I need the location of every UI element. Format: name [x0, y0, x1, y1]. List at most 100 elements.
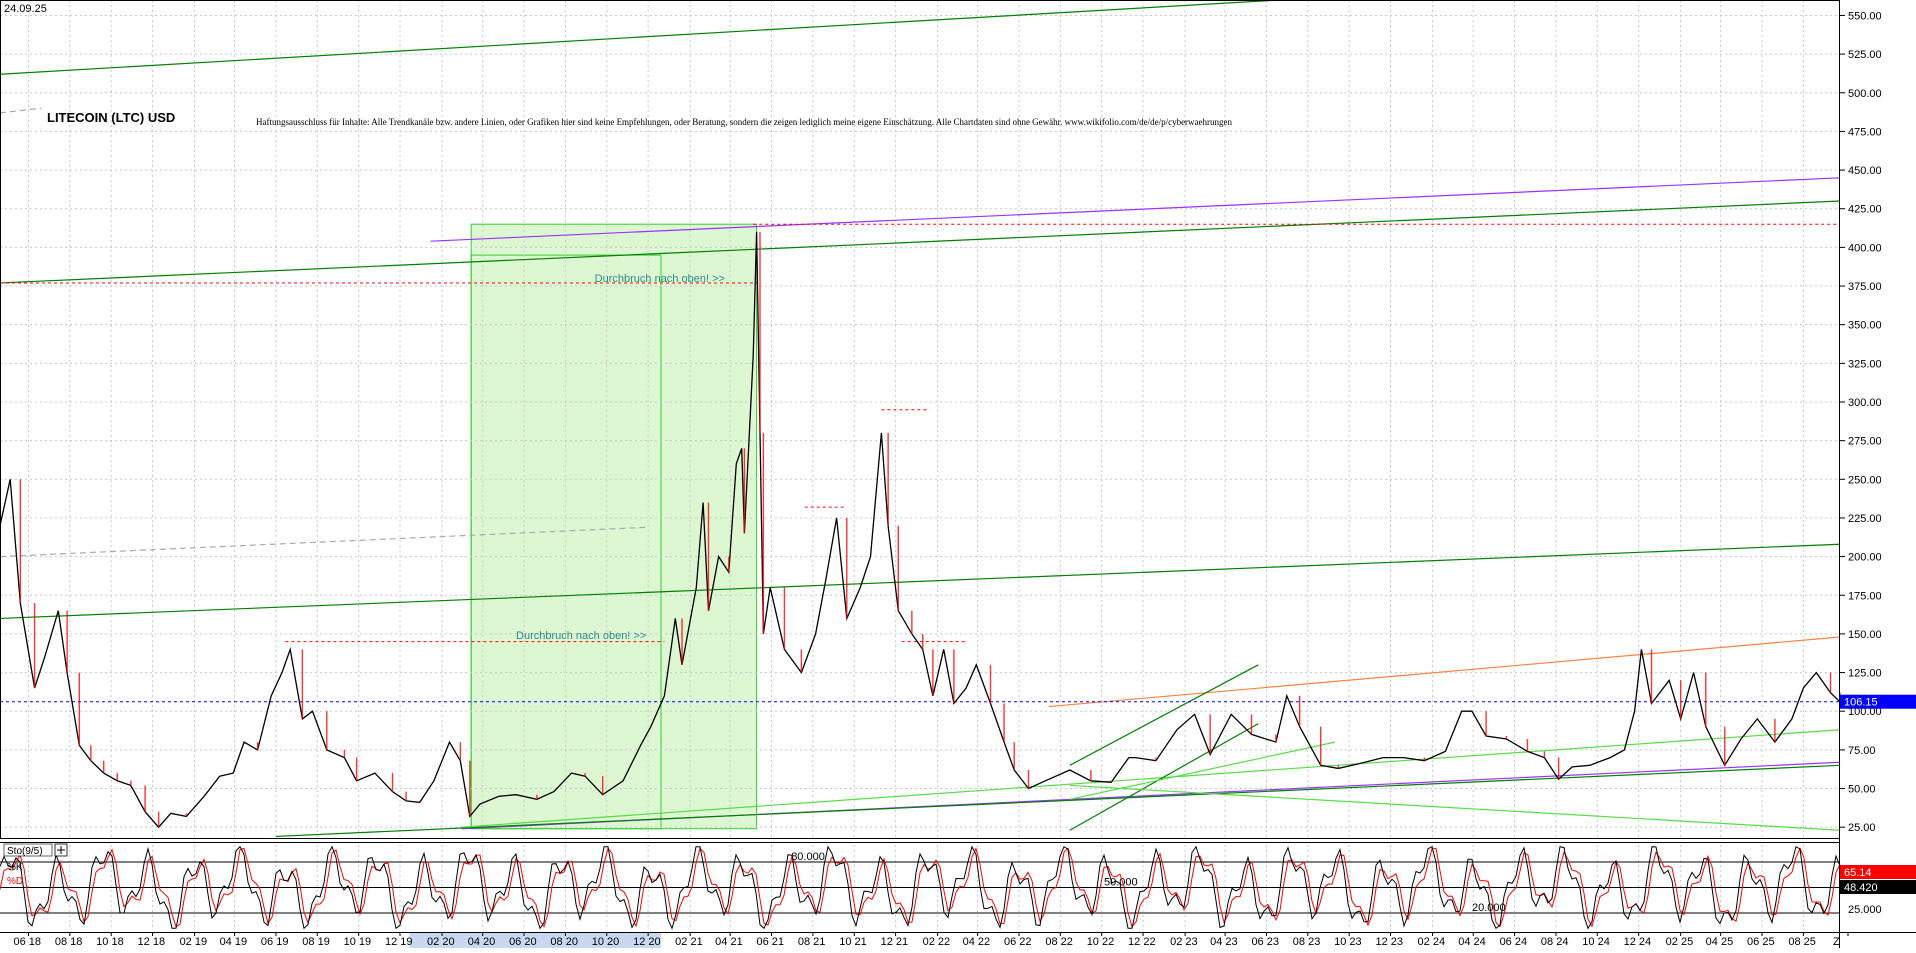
y-tick-label-11: 275.00 — [1848, 436, 1882, 448]
y-tick-label-2: 500.00 — [1848, 88, 1882, 100]
y-tick-label-9: 325.00 — [1848, 358, 1882, 370]
x-tick-label-1: 08 18 — [55, 936, 83, 948]
trendline-8 — [1069, 664, 1259, 766]
x-tick-label-7: 08 19 — [302, 936, 330, 948]
stoch-d-badge — [1840, 880, 1916, 894]
x-tick-label-44: Z — [1833, 936, 1840, 948]
x-tick-label-36: 06 24 — [1500, 936, 1528, 948]
x-tick-label-43: 08 25 — [1788, 936, 1816, 948]
x-tick-label-39: 12 24 — [1624, 936, 1652, 948]
annotation-breakout-2021: Durchbruch nach oben! >> — [595, 273, 725, 285]
x-tick-label-26: 10 22 — [1087, 936, 1115, 948]
x-tick-label-15: 12 20 — [633, 936, 661, 948]
highlight-box-1 — [470, 254, 662, 830]
x-tick-label-30: 06 23 — [1251, 936, 1279, 948]
x-tick-label-2: 10 18 — [96, 936, 124, 948]
stochastic-layer: 80.000 50.000 20.000 — [0, 845, 1841, 930]
trendline-5 — [275, 764, 1841, 838]
resistance-layer — [0, 223, 1840, 703]
x-tick-label-40: 02 25 — [1666, 936, 1694, 948]
x-tick-label-20: 10 21 — [839, 936, 867, 948]
y-tick-label-20: 50.00 — [1848, 784, 1876, 796]
y-tick-label-17: 125.00 — [1848, 668, 1882, 680]
disclaimer-text: Haftungsausschluss für Inhalte: Alle Tre… — [256, 117, 1233, 127]
x-tick-label-10: 02 20 — [427, 936, 455, 948]
x-tick-label-31: 08 23 — [1293, 936, 1321, 948]
trendline-0 — [0, 0, 1280, 75]
x-tick-label-19: 08 21 — [798, 936, 826, 948]
trendline-6 — [461, 729, 1841, 828]
stoch-k-line — [0, 845, 1841, 930]
trendline-2 — [0, 543, 1841, 620]
x-tick-label-9: 12 19 — [385, 936, 413, 948]
x-tick-label-6: 06 19 — [261, 936, 289, 948]
stoch-level-label-1: 50.000 — [1104, 877, 1138, 889]
stoch-level-label-2: 20.000 — [1472, 902, 1506, 914]
axis-layer: 550.00 525.00 500.00 475.00 450.00 425.00 400.… — [13, 10, 1882, 948]
y-tick-label-18: 100.00 — [1848, 706, 1882, 718]
x-tick-label-29: 04 23 — [1210, 936, 1238, 948]
trendline-3 — [430, 177, 1841, 242]
x-tick-label-38: 10 24 — [1582, 936, 1610, 948]
trendline-11 — [1069, 784, 1841, 831]
annotation-breakout-2020: Durchbruch nach oben! >> — [516, 630, 646, 642]
trendline-9 — [1069, 723, 1259, 831]
stoch-d-label: %D — [7, 876, 23, 887]
highlight-layer — [470, 223, 758, 830]
x-tick-label-16: 02 21 — [675, 936, 703, 948]
x-tick-label-34: 02 24 — [1418, 936, 1446, 948]
current-price-badge — [1840, 694, 1916, 709]
indicator-name: Sto(9/5) — [7, 846, 43, 857]
y-tick-label-21: 25.00 — [1848, 822, 1876, 834]
stoch-d-value: 48.420 — [1844, 882, 1878, 894]
x-tick-label-21: 12 21 — [881, 936, 909, 948]
y-tick-label-7: 375.00 — [1848, 281, 1882, 293]
x-tick-label-37: 08 24 — [1541, 936, 1569, 948]
trendline-13 — [0, 107, 42, 114]
x-tick-label-14: 10 20 — [592, 936, 620, 948]
date-label: 24.09.25 — [4, 3, 47, 15]
y-tick-label-4: 450.00 — [1848, 165, 1882, 177]
price-line — [0, 231, 1841, 829]
y-tick-label-15: 175.00 — [1848, 590, 1882, 602]
x-tick-label-11: 04 20 — [468, 936, 496, 948]
x-tick-label-23: 04 22 — [963, 936, 991, 948]
x-tick-label-13: 08 20 — [550, 936, 578, 948]
x-tick-label-42: 06 25 — [1747, 936, 1775, 948]
x-tick-label-41: 04 25 — [1706, 936, 1734, 948]
y-tick-label-10: 300.00 — [1848, 397, 1882, 409]
highlight-box-0 — [470, 223, 758, 830]
indicator-name-box[interactable] — [3, 843, 53, 857]
stoch-d-line — [0, 847, 1841, 928]
current-price-value: 106.15 — [1844, 697, 1878, 709]
trendline-1 — [0, 200, 1841, 284]
chart-title: LITECOIN (LTC) USD — [47, 110, 175, 125]
y-tick-label-3: 475.00 — [1848, 126, 1882, 138]
y-tick-label-5: 425.00 — [1848, 204, 1882, 216]
y-tick-label-1: 525.00 — [1848, 49, 1882, 61]
x-tick-label-0: 06 18 — [13, 936, 41, 948]
stoch-k-value: 65.14 — [1844, 867, 1872, 879]
x-tick-label-28: 02 23 — [1170, 936, 1198, 948]
x-tick-label-4: 02 19 — [180, 936, 208, 948]
stoch-k-label: %K — [7, 862, 23, 873]
grid-layer — [0, 0, 1840, 930]
x-tick-label-12: 06 20 — [509, 936, 537, 948]
stoch-right-tick-0: 25.000 — [1848, 904, 1882, 916]
x-tick-label-27: 12 22 — [1128, 936, 1156, 948]
trendline-12 — [0, 526, 649, 558]
y-tick-label-16: 150.00 — [1848, 629, 1882, 641]
x-tick-label-33: 12 23 — [1376, 936, 1404, 948]
x-tick-label-35: 04 24 — [1458, 936, 1486, 948]
x-tick-label-22: 02 22 — [923, 936, 951, 948]
trendline-10 — [1069, 741, 1336, 800]
trendline-layer — [0, 0, 1841, 838]
stoch-k-badge — [1840, 865, 1916, 879]
y-tick-label-14: 200.00 — [1848, 552, 1882, 564]
y-tick-label-6: 400.00 — [1848, 242, 1882, 254]
y-tick-label-13: 225.00 — [1848, 513, 1882, 525]
x-tick-label-17: 04 21 — [715, 936, 743, 948]
